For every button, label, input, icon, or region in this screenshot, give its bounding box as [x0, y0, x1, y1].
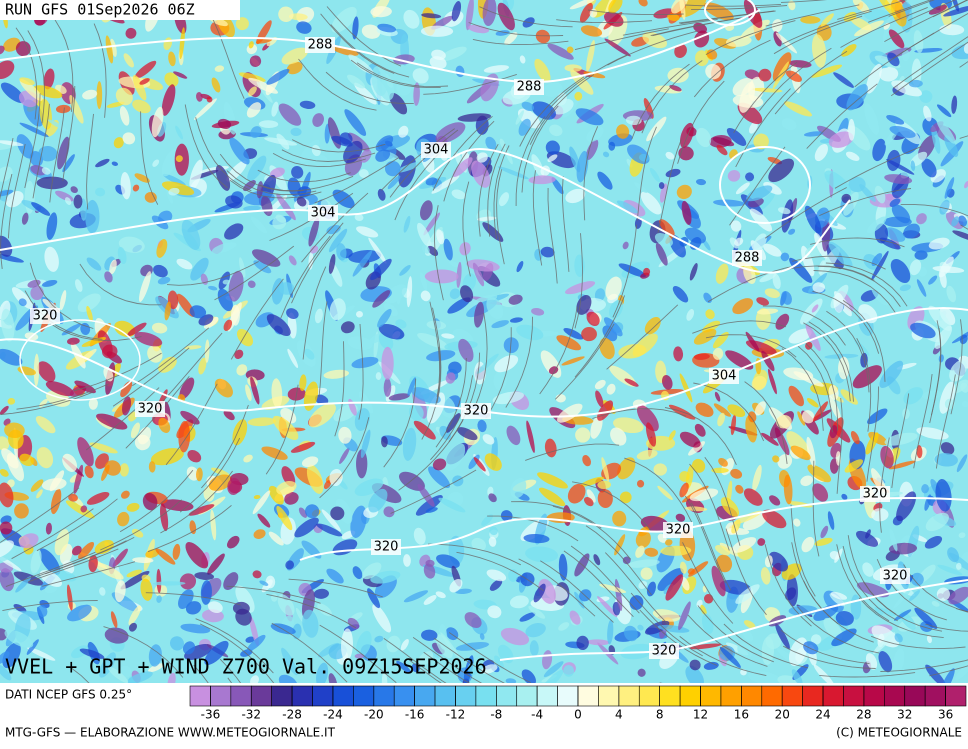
- vvel-patch: [381, 347, 393, 380]
- contour-label: 320: [883, 569, 908, 584]
- contour-label: 304: [712, 369, 737, 384]
- colorbar-swatch: [598, 686, 618, 706]
- colorbar-swatch: [558, 686, 578, 706]
- colorbar-swatch: [190, 686, 210, 706]
- colorbar-swatch: [823, 686, 843, 706]
- vvel-patch: [643, 268, 650, 276]
- footer-left: MTG-GFS — ELABORAZIONE WWW.METEOGIORNALE…: [5, 726, 336, 740]
- contour-label: 320: [652, 644, 677, 659]
- colorbar-swatch: [619, 686, 639, 706]
- colorbar-swatch: [292, 686, 312, 706]
- contour-label: 320: [863, 487, 888, 502]
- colorbar-tick-label: -20: [364, 708, 384, 722]
- colorbar-swatch: [721, 686, 741, 706]
- vvel-patch: [425, 269, 459, 283]
- contour-label: 320: [374, 540, 399, 555]
- colorbar-swatch: [537, 686, 557, 706]
- colorbar-swatch: [578, 686, 598, 706]
- colorbar-swatch: [251, 686, 271, 706]
- colorbar-swatch: [415, 686, 435, 706]
- vvel-patch: [576, 636, 589, 650]
- contour-label: 320: [464, 404, 489, 419]
- colorbar-swatch: [476, 686, 496, 706]
- vvel-patch: [96, 81, 102, 109]
- colorbar-swatch: [394, 686, 414, 706]
- colorbar-swatch: [762, 686, 782, 706]
- colorbar-swatch: [353, 686, 373, 706]
- vvel-patch: [421, 26, 453, 37]
- colorbar-swatch: [680, 686, 700, 706]
- colorbar-swatch: [455, 686, 475, 706]
- colorbar-swatch: [374, 686, 394, 706]
- colorbar-swatch: [435, 686, 455, 706]
- colorbar-tick-label: -4: [531, 708, 543, 722]
- colorbar-swatch: [925, 686, 945, 706]
- colorbar-swatch: [496, 686, 516, 706]
- colorbar-swatch: [946, 686, 966, 706]
- colorbar-tick-label: -24: [323, 708, 343, 722]
- colorbar-swatch: [272, 686, 292, 706]
- contour-label: 288: [735, 251, 760, 266]
- map-title: VVEL + GPT + WIND Z700 Val. 09Z15SEP2026: [5, 655, 487, 679]
- colorbar-swatch: [782, 686, 802, 706]
- colorbar-tick-label: 28: [856, 708, 871, 722]
- colorbar-tick-label: 0: [574, 708, 582, 722]
- colorbar-swatch: [517, 686, 537, 706]
- colorbar-tick-label: -36: [201, 708, 221, 722]
- colorbar-tick-label: 4: [615, 708, 623, 722]
- contour-label: 304: [311, 206, 336, 221]
- colorbar-swatch: [313, 686, 333, 706]
- colorbar-swatch: [905, 686, 925, 706]
- colorbar-swatch: [639, 686, 659, 706]
- colorbar-tick-label: 36: [938, 708, 953, 722]
- colorbar-tick-label: 12: [693, 708, 708, 722]
- colorbar-tick-label: -32: [241, 708, 261, 722]
- colorbar-tick-label: -28: [282, 708, 302, 722]
- source-label: DATI NCEP GFS 0.25°: [5, 688, 132, 702]
- colorbar-swatch: [333, 686, 353, 706]
- colorbar-swatch: [660, 686, 680, 706]
- vvel-patch: [581, 327, 597, 341]
- contour-label: 288: [517, 80, 542, 95]
- footer-right: (C) METEOGIORNALE: [836, 726, 962, 740]
- colorbar-swatch: [231, 686, 251, 706]
- contour-label: 320: [666, 523, 691, 538]
- colorbar-swatch: [843, 686, 863, 706]
- contour-label: 304: [424, 143, 449, 158]
- colorbar-tick-label: -8: [490, 708, 502, 722]
- colorbar-tick-label: 32: [897, 708, 912, 722]
- contour-label: 288: [308, 38, 333, 53]
- colorbar-tick-label: 20: [775, 708, 790, 722]
- run-label: RUN GFS 01Sep2026 06Z: [5, 1, 195, 19]
- colorbar-swatch: [210, 686, 230, 706]
- colorbar-tick-label: -16: [405, 708, 425, 722]
- vvel-patch: [556, 394, 566, 402]
- contour-label: 320: [33, 309, 58, 324]
- colorbar-tick-label: 24: [815, 708, 830, 722]
- colorbar-swatch: [864, 686, 884, 706]
- colorbar-tick-label: 16: [734, 708, 749, 722]
- colorbar-swatch: [741, 686, 761, 706]
- colorbar-swatch: [803, 686, 823, 706]
- contour-label: 320: [138, 402, 163, 417]
- colorbar-tick-label: -12: [446, 708, 466, 722]
- vvel-patch: [800, 16, 820, 24]
- colorbar-swatch: [884, 686, 904, 706]
- colorbar-tick-label: 8: [656, 708, 664, 722]
- colorbar-swatch: [701, 686, 721, 706]
